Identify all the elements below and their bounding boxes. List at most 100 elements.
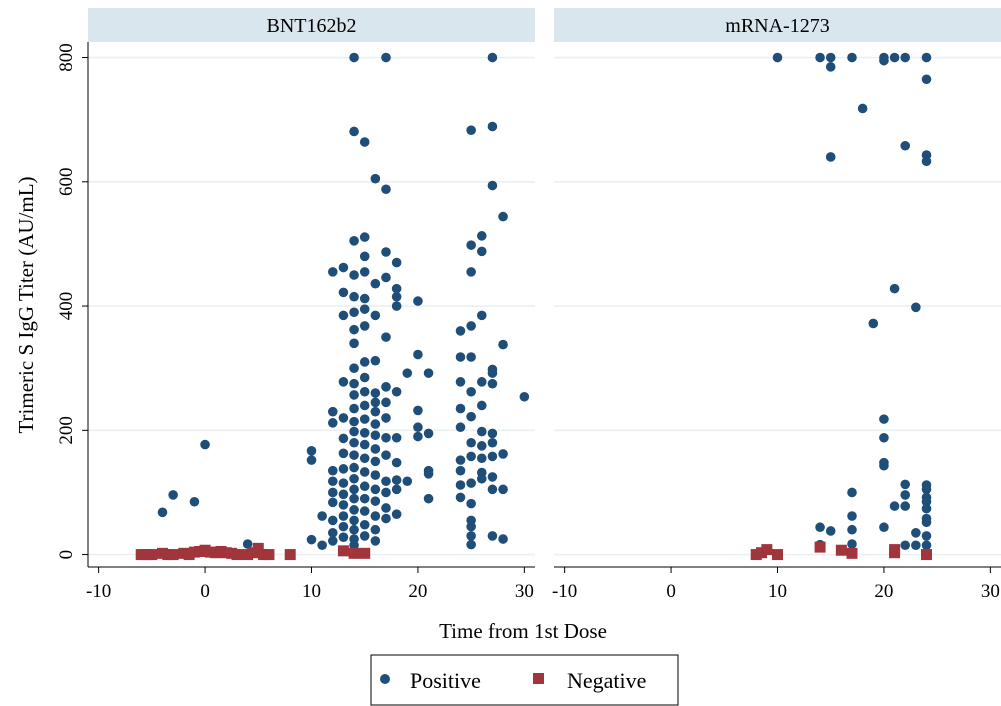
legend-negative-marker xyxy=(533,673,544,684)
legend-box xyxy=(370,654,679,706)
positive-point xyxy=(498,211,508,222)
positive-point xyxy=(349,416,359,427)
positive-point xyxy=(487,472,498,482)
positive-point xyxy=(921,540,932,551)
positive-point xyxy=(349,540,359,551)
positive-point xyxy=(359,439,370,450)
positive-point xyxy=(338,489,349,500)
positive-point xyxy=(391,301,402,311)
positive-point xyxy=(825,526,836,536)
positive-point xyxy=(391,484,402,495)
positive-point xyxy=(349,270,359,280)
positive-point xyxy=(327,406,338,417)
positive-point xyxy=(359,232,370,242)
positive-point xyxy=(327,267,338,277)
positive-point xyxy=(381,247,391,257)
positive-point xyxy=(391,432,402,443)
x-tick-label: -10 xyxy=(86,581,111,602)
positive-point xyxy=(381,332,391,342)
positive-point xyxy=(370,444,381,454)
negative-point xyxy=(921,549,932,561)
positive-point xyxy=(879,414,889,424)
positive-point xyxy=(359,321,370,331)
positive-point xyxy=(381,487,391,498)
y-tick-label: 200 xyxy=(56,416,77,445)
positive-point xyxy=(921,484,932,495)
positive-point xyxy=(381,382,391,392)
positive-point xyxy=(370,310,381,321)
x-tick-label: 10 xyxy=(302,581,321,602)
positive-point xyxy=(338,287,349,298)
positive-point xyxy=(423,469,434,479)
positive-point xyxy=(476,377,487,387)
positive-point xyxy=(359,372,370,383)
positive-point xyxy=(487,180,498,191)
positive-point xyxy=(306,534,317,545)
positive-point xyxy=(487,451,498,462)
negative-point xyxy=(167,549,179,561)
x-tick-label: 0 xyxy=(666,581,676,602)
panel-1: BNT162b2 -10 0 10 20 30 0 200 400 600 800 xyxy=(56,8,535,602)
positive-point xyxy=(921,74,932,85)
positive-point xyxy=(921,156,932,167)
positive-point xyxy=(889,283,900,294)
positive-point xyxy=(498,534,508,544)
positive-point xyxy=(338,500,349,510)
positive-point xyxy=(466,240,476,250)
positive-point xyxy=(900,490,911,500)
panel-title: BNT162b2 xyxy=(267,15,357,37)
positive-point xyxy=(370,524,381,535)
positive-point xyxy=(455,492,466,503)
positive-point xyxy=(879,55,889,66)
positive-point xyxy=(359,251,370,262)
panel-2: mRNA-1273 -10 0 10 20 30 xyxy=(552,8,1001,602)
positive-point xyxy=(476,246,487,257)
positive-point xyxy=(911,302,921,313)
positive-point xyxy=(349,126,359,137)
positive-point xyxy=(370,397,381,408)
panels: BNT162b2-10 0 10 20 300200400600800mRNA-1273… xyxy=(56,8,1001,602)
positive-point xyxy=(381,272,391,283)
positive-point xyxy=(466,321,476,331)
positive-point xyxy=(359,453,370,464)
positive-point xyxy=(359,386,370,397)
positive-point xyxy=(168,490,178,500)
positive-point xyxy=(455,377,466,387)
negative-point xyxy=(359,547,371,559)
positive-point xyxy=(189,496,200,507)
positive-point xyxy=(327,497,338,508)
positive-point xyxy=(349,390,359,400)
positive-point xyxy=(391,291,402,302)
positive-point xyxy=(349,473,359,484)
positive-point xyxy=(370,511,381,521)
positive-point xyxy=(327,487,338,498)
positive-point xyxy=(487,378,498,389)
panel-header xyxy=(554,8,1001,42)
positive-point xyxy=(349,426,359,437)
positive-point xyxy=(466,451,476,462)
positive-point xyxy=(381,397,391,408)
positive-point xyxy=(381,513,391,524)
positive-point xyxy=(359,467,370,477)
negative-point xyxy=(846,547,858,559)
positive-point xyxy=(349,324,359,335)
positive-point xyxy=(338,262,349,273)
positive-point xyxy=(815,52,825,63)
legend-negative-label: Negative xyxy=(567,668,646,693)
positive-point xyxy=(359,506,370,516)
x-axis-title: Time from 1st Dose xyxy=(439,619,607,643)
positive-point xyxy=(466,478,476,488)
positive-point xyxy=(402,368,413,378)
positive-point xyxy=(455,422,466,433)
positive-point xyxy=(455,455,466,465)
positive-point xyxy=(466,539,476,550)
negative-point xyxy=(146,549,158,561)
positive-point xyxy=(359,137,370,147)
positive-point xyxy=(381,476,391,487)
x-tick-label: 0 xyxy=(200,581,210,602)
legend-positive-label: Positive xyxy=(410,668,481,693)
positive-point xyxy=(370,278,381,289)
y-tick-label: 800 xyxy=(56,43,77,72)
positive-point xyxy=(200,439,210,450)
